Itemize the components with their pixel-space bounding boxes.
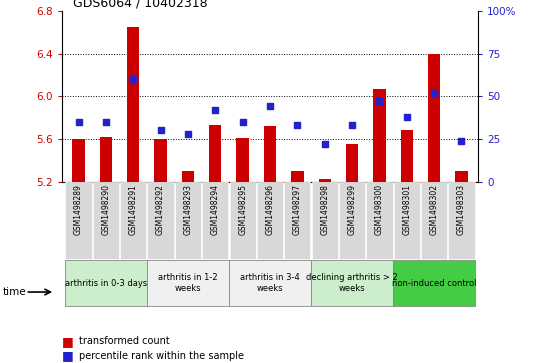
FancyBboxPatch shape [147, 261, 229, 306]
Bar [455, 171, 468, 182]
Bar [100, 137, 112, 182]
Text: non-induced control: non-induced control [392, 279, 476, 287]
Bar [428, 53, 440, 181]
Point [266, 103, 274, 109]
Text: percentile rank within the sample: percentile rank within the sample [79, 351, 245, 361]
FancyBboxPatch shape [421, 182, 447, 259]
Point [74, 119, 83, 125]
FancyBboxPatch shape [366, 182, 393, 259]
Bar [72, 139, 85, 182]
Bar [127, 27, 139, 182]
FancyBboxPatch shape [65, 261, 147, 306]
FancyBboxPatch shape [230, 182, 256, 259]
Text: time: time [3, 287, 26, 297]
Text: GSM1498292: GSM1498292 [156, 184, 165, 235]
Text: declining arthritis > 2
weeks: declining arthritis > 2 weeks [306, 273, 398, 293]
FancyBboxPatch shape [448, 182, 475, 259]
Text: GSM1498289: GSM1498289 [74, 184, 83, 235]
Text: GSM1498298: GSM1498298 [320, 184, 329, 235]
Bar [237, 138, 249, 182]
Text: GSM1498294: GSM1498294 [211, 184, 220, 235]
FancyBboxPatch shape [339, 182, 365, 259]
Text: GSM1498291: GSM1498291 [129, 184, 138, 235]
Text: arthritis in 1-2
weeks: arthritis in 1-2 weeks [158, 273, 218, 293]
FancyBboxPatch shape [147, 182, 174, 259]
Point [457, 138, 466, 143]
Text: GSM1498301: GSM1498301 [402, 184, 411, 235]
Text: arthritis in 3-4
weeks: arthritis in 3-4 weeks [240, 273, 300, 293]
FancyBboxPatch shape [257, 182, 283, 259]
Bar [346, 144, 358, 182]
FancyBboxPatch shape [120, 182, 146, 259]
FancyBboxPatch shape [229, 261, 311, 306]
FancyBboxPatch shape [394, 182, 420, 259]
Text: ■: ■ [62, 335, 74, 348]
FancyBboxPatch shape [175, 182, 201, 259]
FancyBboxPatch shape [311, 261, 393, 306]
Point [320, 141, 329, 147]
Point [129, 76, 138, 82]
Point [184, 131, 192, 136]
Point [102, 119, 110, 125]
FancyBboxPatch shape [312, 182, 338, 259]
Bar [182, 171, 194, 182]
Text: GSM1498303: GSM1498303 [457, 184, 466, 235]
Text: GSM1498300: GSM1498300 [375, 184, 384, 235]
Text: GDS6064 / 10402318: GDS6064 / 10402318 [73, 0, 207, 9]
Text: GSM1498299: GSM1498299 [348, 184, 356, 235]
FancyBboxPatch shape [65, 182, 92, 259]
Bar [154, 139, 167, 182]
Text: arthritis in 0-3 days: arthritis in 0-3 days [65, 279, 147, 287]
Point [293, 122, 302, 128]
Bar [264, 126, 276, 182]
Text: GSM1498290: GSM1498290 [102, 184, 110, 235]
Point [211, 107, 220, 113]
Bar [209, 125, 221, 182]
FancyBboxPatch shape [202, 182, 228, 259]
FancyBboxPatch shape [393, 261, 475, 306]
Text: GSM1498296: GSM1498296 [266, 184, 274, 235]
FancyBboxPatch shape [93, 182, 119, 259]
Text: GSM1498297: GSM1498297 [293, 184, 302, 235]
Point [348, 122, 356, 128]
Point [402, 114, 411, 119]
Text: ■: ■ [62, 349, 74, 362]
Bar [373, 89, 386, 182]
Point [156, 127, 165, 133]
Bar [291, 171, 303, 182]
Text: GSM1498293: GSM1498293 [184, 184, 192, 235]
Bar [319, 179, 331, 182]
Bar [401, 130, 413, 182]
Text: GSM1498302: GSM1498302 [430, 184, 438, 235]
Text: transformed count: transformed count [79, 336, 170, 346]
Text: GSM1498295: GSM1498295 [238, 184, 247, 235]
FancyBboxPatch shape [284, 182, 310, 259]
Point [375, 98, 384, 104]
Point [238, 119, 247, 125]
Point [430, 90, 438, 96]
